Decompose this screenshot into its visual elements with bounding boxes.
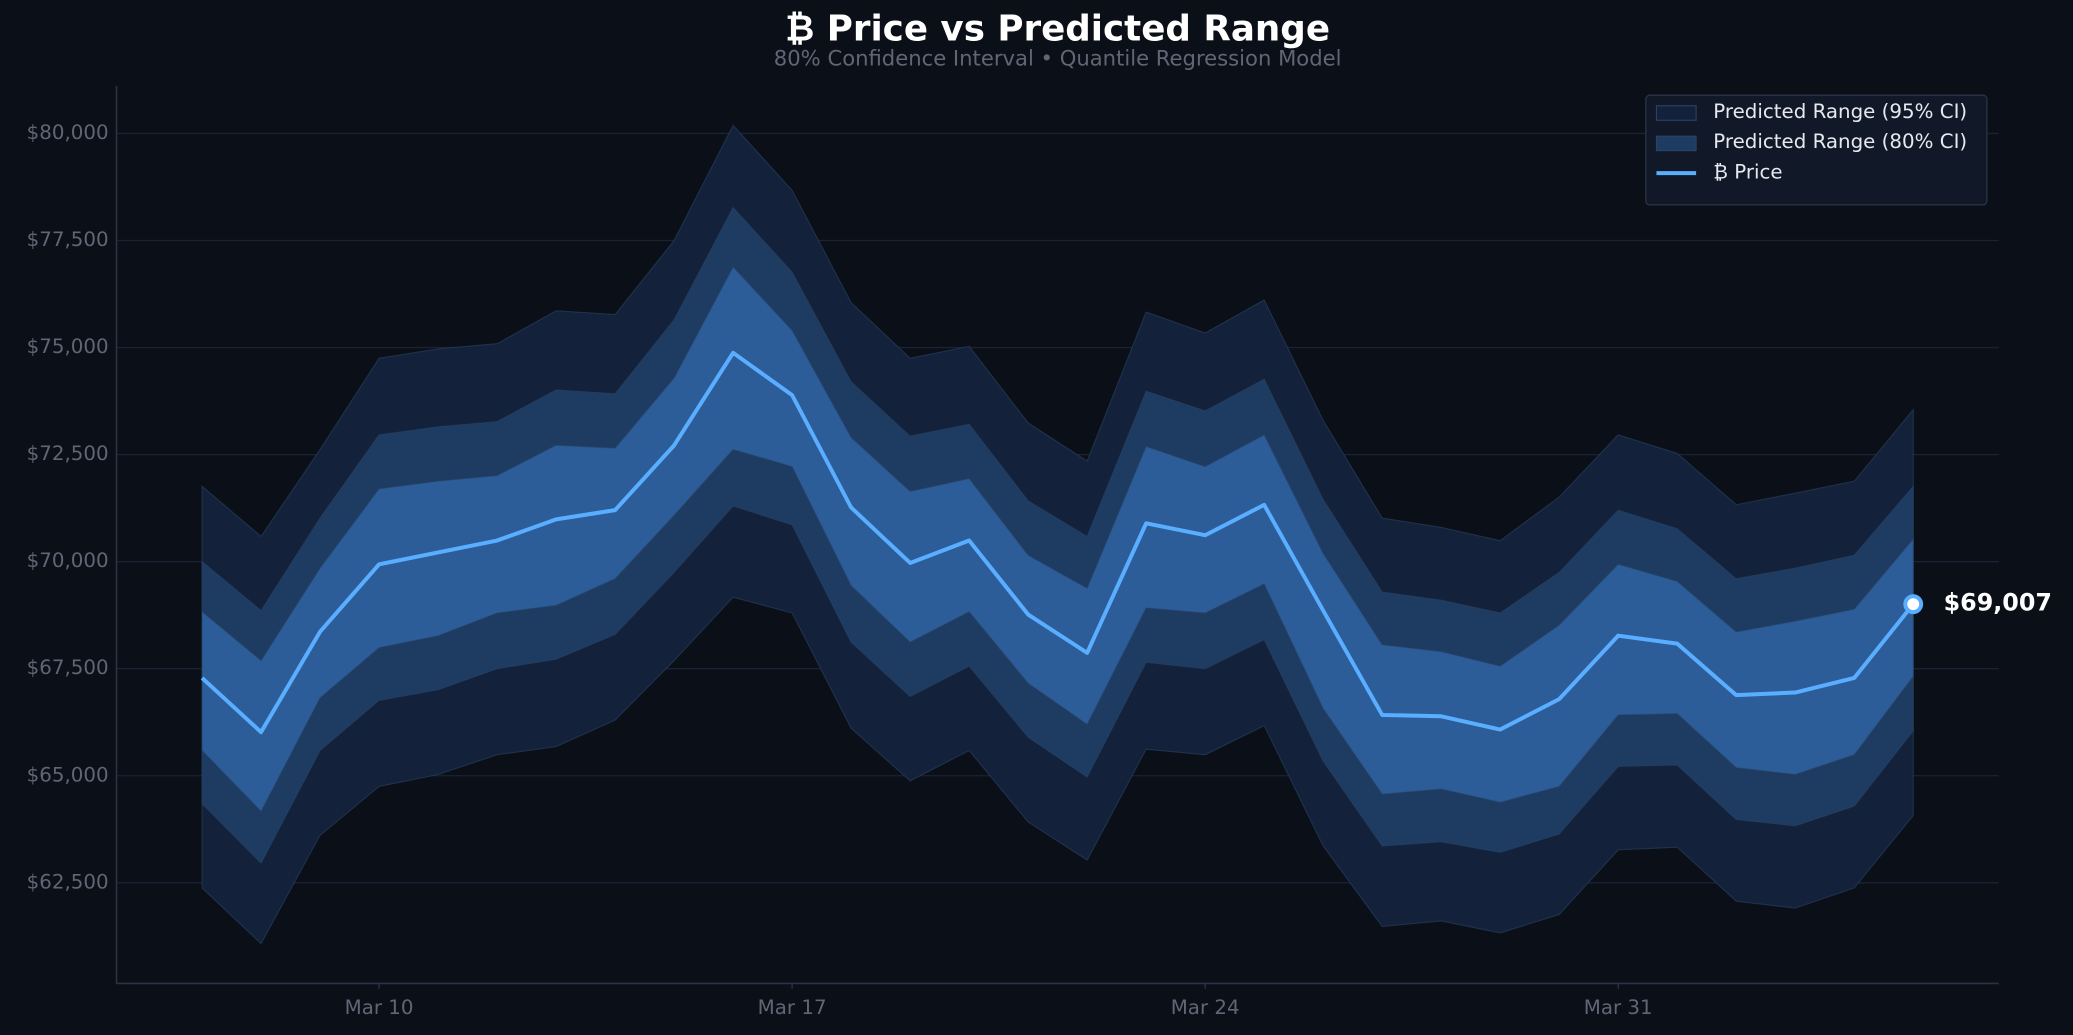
legend-label: ₿ Price [1713,161,1782,184]
legend-label: Predicted Range (80% CI) [1713,130,1967,153]
y-tick-label: $70,000 [27,549,109,572]
legend-box [1645,94,1988,206]
legend-swatch [1655,135,1697,152]
y-tick-label: $65,000 [27,763,109,786]
x-tick-label: Mar 10 [345,996,414,1019]
y-tick-label: $72,500 [27,442,109,465]
y-tick-label: $62,500 [27,870,109,893]
y-tick-label: $67,500 [27,656,109,679]
y-tick-label: $77,500 [27,228,109,251]
legend-label: Predicted Range (95% CI) [1713,100,1967,123]
y-tick-label: $80,000 [27,121,109,144]
chart-subtitle: 80% Confidence Interval • Quantile Regre… [774,45,1342,70]
x-tick-label: Mar 24 [1171,996,1240,1019]
value-label: $69,007 [1944,589,2052,617]
x-tick-label: Mar 31 [1584,996,1653,1019]
x-tick-label: Mar 17 [758,996,827,1019]
last-point-marker [1903,594,1924,615]
chart-title: ₿ Price vs Predicted Range [785,8,1330,49]
legend-swatch [1655,105,1697,121]
y-tick-label: $75,000 [27,335,109,358]
confidence-band [201,266,1914,813]
price-line [200,350,1915,735]
